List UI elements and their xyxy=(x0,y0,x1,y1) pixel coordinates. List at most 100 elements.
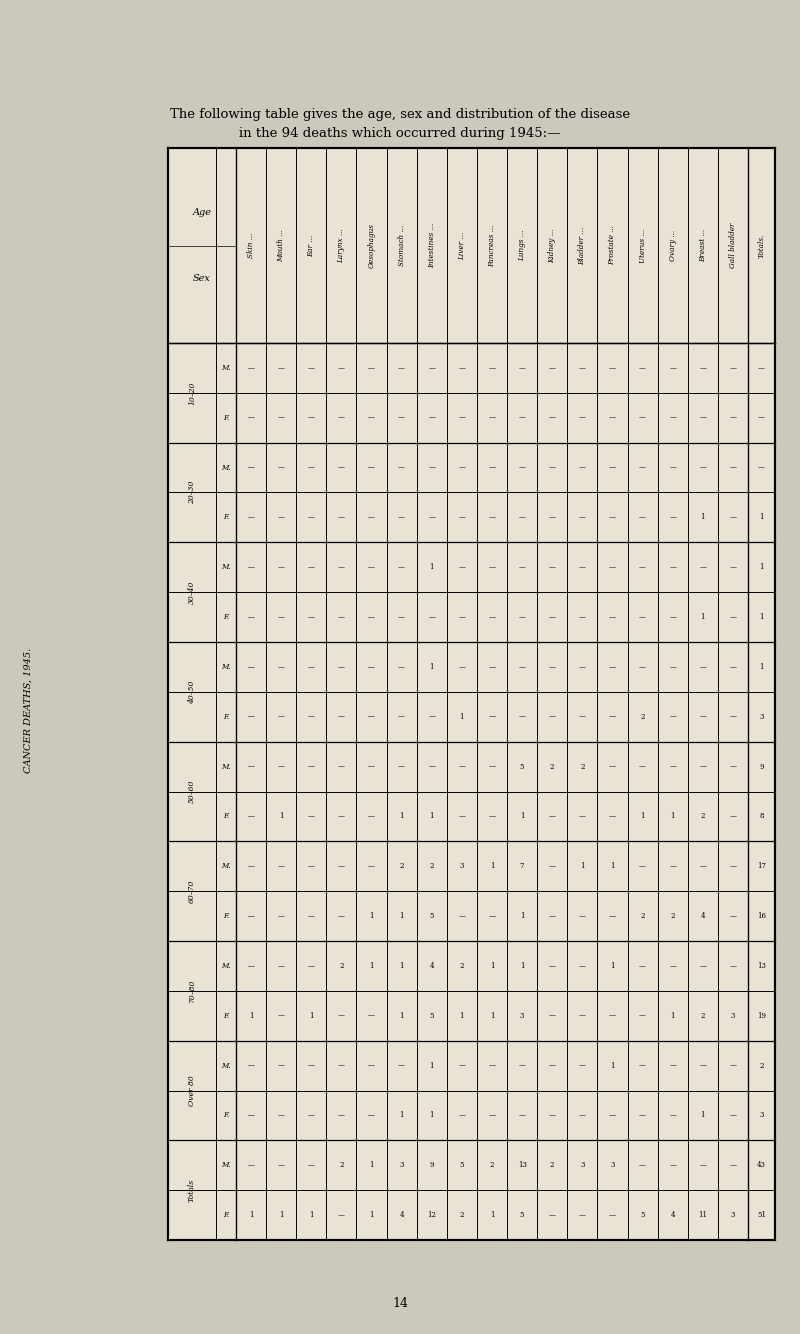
Text: —: — xyxy=(699,1162,706,1169)
Text: Ear ...: Ear ... xyxy=(307,235,315,256)
Text: —: — xyxy=(549,563,556,571)
Text: 1: 1 xyxy=(610,1062,614,1070)
Text: M.: M. xyxy=(221,763,231,771)
Text: —: — xyxy=(549,1011,556,1019)
Text: —: — xyxy=(670,1062,676,1070)
Text: 10–20: 10–20 xyxy=(188,382,196,404)
Text: 3: 3 xyxy=(759,712,764,720)
Text: 1: 1 xyxy=(759,514,764,522)
Text: —: — xyxy=(368,1062,375,1070)
Text: 3: 3 xyxy=(730,1211,735,1219)
Text: M.: M. xyxy=(221,1162,231,1169)
Text: 2: 2 xyxy=(759,1062,764,1070)
Text: —: — xyxy=(247,962,254,970)
Text: —: — xyxy=(579,812,586,820)
Text: 1: 1 xyxy=(370,962,374,970)
Text: —: — xyxy=(549,1111,556,1119)
Text: —: — xyxy=(308,563,314,571)
Text: —: — xyxy=(278,912,285,920)
Text: —: — xyxy=(278,1111,285,1119)
Text: 1: 1 xyxy=(759,563,764,571)
Text: —: — xyxy=(518,712,526,720)
Text: —: — xyxy=(609,514,616,522)
Text: —: — xyxy=(579,962,586,970)
Text: Over 80: Over 80 xyxy=(188,1075,196,1106)
Text: —: — xyxy=(609,563,616,571)
Text: —: — xyxy=(338,414,345,422)
Text: —: — xyxy=(458,614,466,622)
Text: —: — xyxy=(730,1111,737,1119)
Text: Uterus ...: Uterus ... xyxy=(638,228,646,263)
Text: 2: 2 xyxy=(339,962,344,970)
Text: —: — xyxy=(549,514,556,522)
Text: —: — xyxy=(338,663,345,671)
Text: —: — xyxy=(278,414,285,422)
Text: —: — xyxy=(338,812,345,820)
Text: 2: 2 xyxy=(580,763,585,771)
Text: 1: 1 xyxy=(430,563,434,571)
Text: —: — xyxy=(609,663,616,671)
Text: —: — xyxy=(609,712,616,720)
Text: —: — xyxy=(549,364,556,372)
Text: —: — xyxy=(338,763,345,771)
Text: —: — xyxy=(670,614,676,622)
Text: —: — xyxy=(579,514,586,522)
Text: 1: 1 xyxy=(370,1211,374,1219)
Text: —: — xyxy=(579,1011,586,1019)
Text: 1: 1 xyxy=(399,812,404,820)
Text: —: — xyxy=(609,414,616,422)
Text: 1: 1 xyxy=(249,1011,254,1019)
Text: —: — xyxy=(458,364,466,372)
Text: —: — xyxy=(278,563,285,571)
Text: —: — xyxy=(549,464,556,472)
Text: —: — xyxy=(639,464,646,472)
Text: 5: 5 xyxy=(520,763,524,771)
Text: 11: 11 xyxy=(698,1211,707,1219)
Text: —: — xyxy=(549,712,556,720)
Text: Larynx ...: Larynx ... xyxy=(338,228,346,263)
Text: —: — xyxy=(428,514,435,522)
Text: 1: 1 xyxy=(249,1211,254,1219)
Text: —: — xyxy=(398,1062,405,1070)
Text: —: — xyxy=(368,862,375,870)
Text: 9: 9 xyxy=(759,763,764,771)
Text: —: — xyxy=(489,1111,495,1119)
Text: The following table gives the age, sex and distribution of the disease
in the 94: The following table gives the age, sex a… xyxy=(170,108,630,140)
Text: 1: 1 xyxy=(701,614,705,622)
Text: —: — xyxy=(518,464,526,472)
Text: —: — xyxy=(730,514,737,522)
Text: 5: 5 xyxy=(520,1211,524,1219)
Text: —: — xyxy=(730,763,737,771)
Text: M.: M. xyxy=(221,1062,231,1070)
Text: 40–50: 40–50 xyxy=(188,680,196,703)
Text: —: — xyxy=(730,414,737,422)
Text: —: — xyxy=(368,812,375,820)
Text: —: — xyxy=(428,614,435,622)
Text: Prostate ...: Prostate ... xyxy=(609,225,617,265)
Text: —: — xyxy=(699,862,706,870)
Text: 51: 51 xyxy=(757,1211,766,1219)
Text: —: — xyxy=(670,414,676,422)
Text: —: — xyxy=(579,1211,586,1219)
Text: —: — xyxy=(458,812,466,820)
Text: —: — xyxy=(639,663,646,671)
Text: —: — xyxy=(549,962,556,970)
Text: —: — xyxy=(247,414,254,422)
Text: 1: 1 xyxy=(670,1011,675,1019)
Text: —: — xyxy=(670,563,676,571)
Text: F.: F. xyxy=(223,712,229,720)
Text: —: — xyxy=(489,912,495,920)
Text: 14: 14 xyxy=(392,1297,408,1310)
Text: —: — xyxy=(639,1011,646,1019)
Text: —: — xyxy=(549,414,556,422)
Text: —: — xyxy=(489,614,495,622)
Text: Ovary ...: Ovary ... xyxy=(669,229,677,261)
Text: —: — xyxy=(489,414,495,422)
Text: 3: 3 xyxy=(399,1162,404,1169)
Text: —: — xyxy=(308,962,314,970)
Text: —: — xyxy=(458,663,466,671)
Text: 13: 13 xyxy=(757,962,766,970)
Text: —: — xyxy=(758,464,765,472)
Text: —: — xyxy=(549,1062,556,1070)
Text: M.: M. xyxy=(221,563,231,571)
